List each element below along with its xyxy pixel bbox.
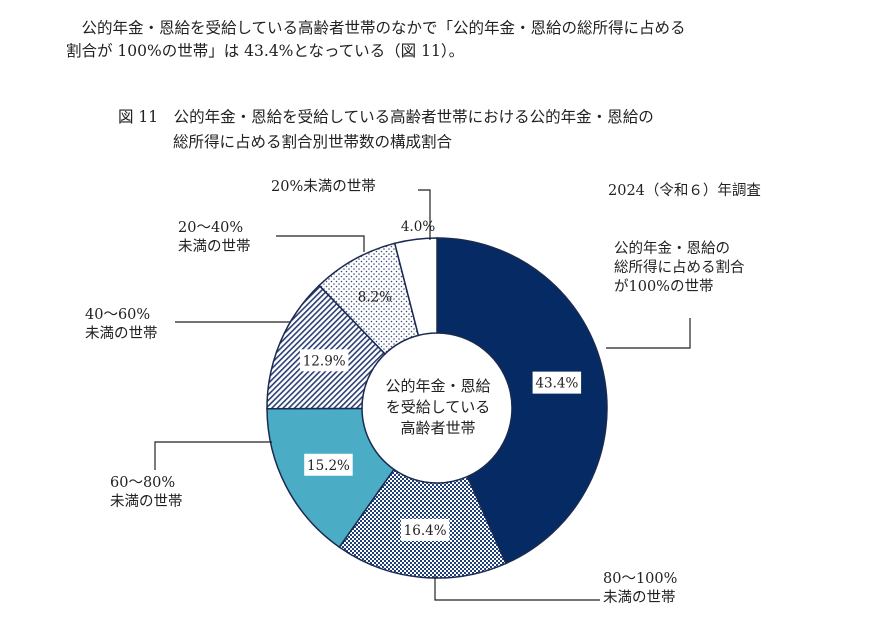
slice-label-100: 公的年金・恩給の 総所得に占める割合 が100%の世帯 bbox=[614, 240, 745, 297]
label-line: 未満の世帯 bbox=[110, 494, 183, 510]
survey-note: 2024（令和６）年調査 bbox=[608, 183, 761, 199]
data-label-text: 12.9% bbox=[303, 353, 346, 369]
intro-line-2: 割合が 100%の世帯」は 43.4%となっている（図 11）。 bbox=[66, 42, 465, 60]
data-label: 12.9% bbox=[299, 349, 349, 372]
intro-paragraph: 公的年金・恩給を受給している高齢者世帯のなかで「公的年金・恩給の総所得に占める … bbox=[66, 17, 686, 63]
label-line: 40～60% bbox=[85, 307, 151, 323]
center-label: 公的年金・恩給 を受給している 高齢者世帯 bbox=[373, 376, 503, 439]
data-label: 4.0% bbox=[401, 219, 435, 235]
data-label-background bbox=[299, 349, 349, 372]
data-label-text: 4.0% bbox=[401, 219, 435, 235]
leader-lines bbox=[154, 189, 691, 601]
data-label-text: 43.4% bbox=[535, 376, 578, 392]
data-label: 43.4% bbox=[532, 371, 582, 394]
slice-label-under-20: 20%未満の世帯 bbox=[271, 178, 376, 197]
donut-slice bbox=[393, 237, 438, 337]
label-line: 未満の世帯 bbox=[178, 239, 251, 255]
data-label-background bbox=[532, 371, 582, 394]
data-label: 8.2% bbox=[358, 290, 392, 306]
data-label: 16.4% bbox=[400, 518, 450, 541]
slice-label-20-40: 20～40% 未満の世帯 bbox=[178, 219, 251, 257]
label-line: が100%の世帯 bbox=[614, 279, 714, 295]
data-label-background bbox=[400, 518, 450, 541]
label-line: 20～40% bbox=[178, 220, 244, 236]
leader-line-under-20 bbox=[418, 189, 431, 240]
label-line: 公的年金・恩給の bbox=[614, 241, 730, 257]
leader-line-20-40 bbox=[276, 235, 365, 252]
label-line: 80～100% bbox=[603, 571, 678, 587]
data-label-text: 15.2% bbox=[307, 458, 350, 474]
label-line: 未満の世帯 bbox=[85, 326, 158, 342]
slice-label-60-80: 60～80% 未満の世帯 bbox=[110, 474, 183, 512]
donut-slice bbox=[436, 237, 608, 565]
data-label-text: 16.4% bbox=[404, 523, 447, 539]
slice-label-40-60: 40～60% 未満の世帯 bbox=[85, 306, 158, 344]
label-line: 20%未満の世帯 bbox=[271, 179, 376, 195]
data-label-background bbox=[304, 453, 353, 476]
center-label-line: 公的年金・恩給 bbox=[385, 377, 491, 395]
slice-label-80-100: 80～100% 未満の世帯 bbox=[603, 570, 677, 608]
figure-title-line-2: 総所得に占める割合別世帯数の構成割合 bbox=[173, 133, 453, 151]
center-label-line: 高齢者世帯 bbox=[400, 419, 476, 437]
donut-slice bbox=[266, 407, 395, 549]
leader-line-60-80 bbox=[154, 441, 272, 470]
data-label-text: 8.2% bbox=[358, 290, 392, 306]
label-line: 未満の世帯 bbox=[603, 590, 676, 606]
figure-title-line-1: 図 11 公的年金・恩給を受給している高齢者世帯における公的年金・恩給の bbox=[118, 108, 654, 126]
leader-line-100 bbox=[606, 318, 691, 349]
intro-line-1: 公的年金・恩給を受給している高齢者世帯のなかで「公的年金・恩給の総所得に占める bbox=[66, 19, 686, 37]
label-line: 総所得に占める割合 bbox=[614, 260, 745, 276]
data-label: 15.2% bbox=[304, 453, 353, 476]
label-line: 60～80% bbox=[110, 475, 176, 491]
center-label-line: を受給している bbox=[385, 398, 491, 416]
figure-title: 図 11 公的年金・恩給を受給している高齢者世帯における公的年金・恩給の 総所得… bbox=[118, 105, 654, 155]
leader-line-80-100 bbox=[434, 575, 600, 601]
